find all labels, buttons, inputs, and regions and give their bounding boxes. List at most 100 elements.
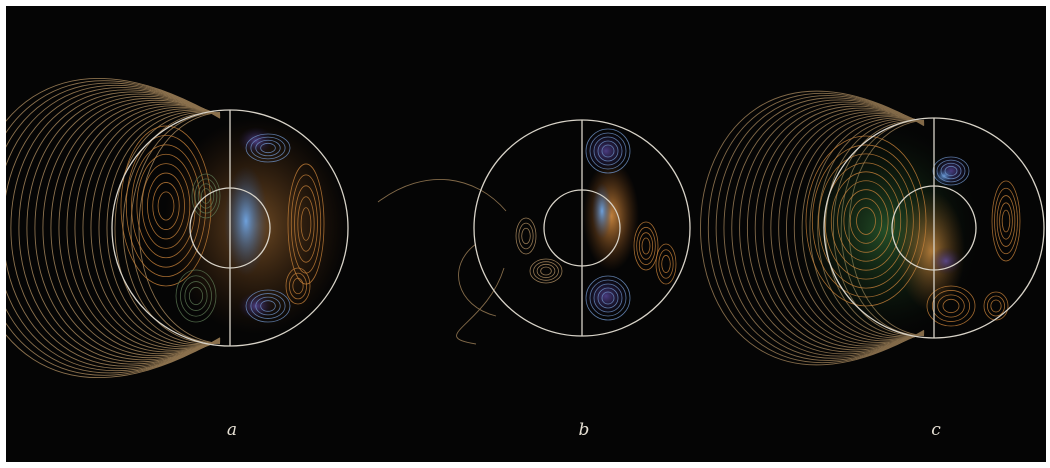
contour-line [285,267,311,305]
contour-line [926,285,976,327]
contour-line [184,281,208,311]
panel-c-label: c [931,420,941,440]
field-line [708,92,925,364]
contour-line [518,222,534,250]
contour-line [824,162,908,280]
contour-line [940,162,962,180]
contour-line [300,207,312,241]
contour-line [589,132,627,170]
contour-line [197,183,215,209]
field-line [762,107,925,349]
field-line [715,95,925,361]
contour-line [655,243,677,285]
contour-line [157,191,175,221]
contour-line [585,128,631,174]
panel-c-shell [794,126,978,336]
contour-line [633,221,659,271]
contour-line [601,291,615,305]
contour-line [290,174,322,274]
contour-line [936,159,966,183]
panel-b-contours [515,128,677,321]
contour-line [990,299,1002,313]
field-line [66,103,221,353]
contour-line [932,156,970,186]
contour-line [849,198,883,244]
figure-frame: a b c [6,6,1046,462]
contour-line [638,232,654,260]
field-line [42,98,221,358]
contour-line [250,136,286,160]
contour-line [1001,209,1011,233]
field-line [770,109,925,347]
contour-line [589,279,627,317]
field-line [98,109,221,347]
panel-c-outline [823,117,1045,339]
contour-line [856,207,876,235]
contour-line [931,290,971,322]
contour-line [255,296,281,316]
contour-line [641,237,651,255]
contour-line [287,163,325,285]
contour-line [245,289,291,323]
field-line [6,80,221,376]
field-line [122,112,221,344]
contour-line [540,266,552,276]
contour-line [260,300,276,312]
contour-line [597,140,619,162]
contour-line [597,287,619,309]
contour-line [805,135,927,307]
contour-line [811,144,921,298]
contour-line [175,269,217,323]
field-line [10,89,221,367]
figure-drawing [6,78,1045,378]
contour-line [191,173,221,219]
contour-line [297,196,315,252]
field-line [106,110,221,346]
panel-b-label: b [578,420,590,440]
contour-line [593,136,623,166]
contour-line [601,144,615,158]
contour-line [999,202,1013,240]
contour-line [292,277,304,295]
contour-line [255,139,281,157]
field-line [26,93,221,363]
field-line [130,112,221,344]
contour-line [245,133,291,163]
contour-line [147,172,185,240]
contour-line [260,142,276,154]
contour-line [818,153,914,289]
field-line [58,101,221,355]
field-line [74,105,221,351]
contour-line [658,249,674,279]
contour-line [830,171,902,271]
field-line [82,106,221,350]
field-line [90,108,221,348]
field-line [731,99,925,357]
panel-c-contours [805,135,1021,327]
field-line [6,84,221,372]
field-line [6,78,221,378]
contour-line [837,180,895,262]
contour-line [533,261,559,281]
contour-line [136,153,196,259]
panel-b [377,119,691,345]
contour-line [200,188,212,204]
contour-line [529,258,563,284]
field-line [778,111,925,345]
panel-a [6,78,349,378]
panel-a-field-lines [6,78,221,378]
contour-line [843,189,889,253]
contour-line [180,275,212,317]
field-line [50,99,221,357]
field-line [746,103,925,353]
contour-line [661,255,671,273]
field-line [34,95,221,361]
contour-line [994,187,1018,255]
field-line [700,90,925,366]
panel-b-field-lines [377,179,507,345]
contour-line [942,299,960,313]
contour-line [536,263,556,279]
panel-c [700,90,1045,366]
contour-line [983,291,1009,321]
